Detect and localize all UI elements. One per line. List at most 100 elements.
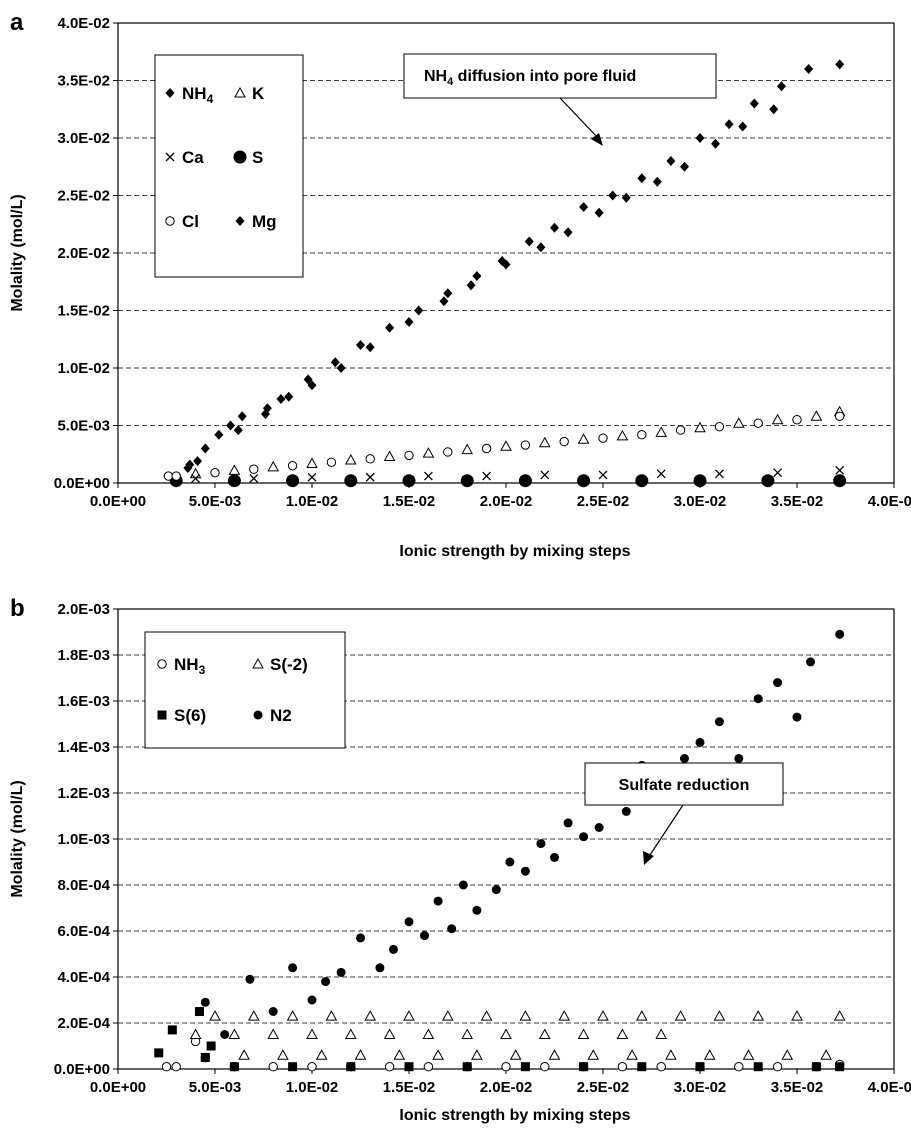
panel-a-legend-marker-k xyxy=(234,86,246,98)
panel-b-point-s-6 xyxy=(229,1062,239,1072)
panel-a-legend-marker-nh4 xyxy=(165,88,175,98)
panel-a-point-s xyxy=(286,474,300,488)
panel-a-y-axis-label: Molality (mol/L) xyxy=(9,194,26,311)
panel-a-point-k xyxy=(538,436,551,448)
panel-b-point-n2 xyxy=(356,933,365,943)
panel-b-points xyxy=(154,629,846,1072)
panel-a-point-nh4 xyxy=(804,64,814,74)
panel-b-point-nh3 xyxy=(772,1062,783,1072)
panel-b-y-axis-label: Molality (mol/L) xyxy=(9,780,26,897)
panel-b-y-tick-label: 2.0E-04 xyxy=(57,1015,110,1032)
panel-a-point-ca xyxy=(773,468,783,478)
panel-b-point-n2 xyxy=(621,806,631,816)
panel-b-point-n2 xyxy=(307,995,317,1005)
panel-a-point-nh4 xyxy=(214,429,224,440)
panel-a-point-cl xyxy=(792,415,802,425)
panel-a-annotation-text: NH4 diffusion into pore fluid xyxy=(424,68,636,88)
panel-a: a 0.0E+00 5.0E-03 1.0E-02 1.5E-02 2.0E-02 2.5… xyxy=(9,9,911,560)
panel-a-annotation-arrow xyxy=(559,97,601,141)
panel-b-point-n2 xyxy=(563,818,573,828)
panel-b-x-tick-label: 2.5E-02 xyxy=(577,1079,630,1096)
panel-a-y-tick-label: 3.5E-02 xyxy=(57,73,110,90)
panel-a-point-nh4 xyxy=(695,133,705,143)
panel-b-point-s-6 xyxy=(520,1062,530,1072)
panel-b-label: b xyxy=(10,595,25,622)
panel-a-point-nh4 xyxy=(200,443,210,454)
panel-a-point-nh4 xyxy=(276,394,286,405)
panel-b-point-n2 xyxy=(200,997,210,1007)
panel-a-legend-subscript: 4 xyxy=(207,92,214,106)
panel-a-point-mg xyxy=(536,242,546,253)
panel-b-point-s-2 xyxy=(441,1010,454,1021)
panel-b-point-s-6 xyxy=(835,1062,845,1072)
panel-b-point-n2 xyxy=(321,977,331,987)
panel-b-point-n2 xyxy=(447,924,457,934)
panel-b-point-s-6 xyxy=(462,1062,472,1072)
panel-a-x-tick-label: 4.0E-02 xyxy=(868,493,911,510)
panel-a-point-mg xyxy=(307,380,317,391)
panel-a-point-cl xyxy=(404,450,414,461)
panel-b-point-s-6 xyxy=(811,1062,821,1072)
panel-a-legend-marker-mg xyxy=(235,216,245,226)
panel-b-point-s-2 xyxy=(665,1049,677,1060)
panel-a-point-s xyxy=(693,474,707,488)
panel-b-point-n2 xyxy=(245,974,255,984)
panel-a-legend-marker-ca xyxy=(165,152,175,162)
panel-a-point-k xyxy=(500,440,512,451)
panel-b-x-ticks: 0.0E+00 5.0E-03 1.0E-02 1.5E-02 2.0E-02 2.5E-… xyxy=(90,1069,911,1096)
panel-a-point-mg xyxy=(260,409,270,419)
panel-b-point-s-6 xyxy=(194,1007,204,1016)
panel-a-y-tick-label: 3.0E-02 xyxy=(57,130,110,147)
panel-a-y-tick-label: 1.5E-02 xyxy=(57,303,110,320)
panel-a-legend-entries: NH4 K Ca S Cl Mg xyxy=(165,84,277,231)
panel-b-legend-label-n2: N2 xyxy=(270,706,292,725)
panel-b-point-s-2 xyxy=(703,1049,716,1060)
panel-a-point-mg xyxy=(439,296,449,307)
panel-a-point-cl xyxy=(753,418,763,428)
panel-b-point-s-6 xyxy=(206,1041,216,1051)
panel-a-y-tick-label: 4.0E-02 xyxy=(57,15,110,32)
panel-b-point-s-2 xyxy=(277,1049,289,1060)
panel-b-y-tick-label: 0.0E+00 xyxy=(54,1061,110,1078)
panel-b-point-s-6 xyxy=(154,1048,164,1058)
panel-a-point-mg xyxy=(769,104,779,115)
panel-b-y-tick-label: 1.2E-03 xyxy=(57,785,110,802)
panel-b-point-nh3 xyxy=(268,1062,278,1072)
panel-a-point-nh4 xyxy=(749,98,759,109)
panel-b-point-s-2 xyxy=(471,1049,483,1060)
panel-b-y-tick-label: 1.4E-03 xyxy=(57,739,110,756)
panel-b-point-s-6 xyxy=(288,1062,298,1072)
panel-a-annotation-arrowhead xyxy=(591,133,603,146)
panel-b-y-tick-label: 8.0E-04 xyxy=(57,877,110,894)
panel-a-point-ca xyxy=(714,469,724,479)
panel-a-point-cl xyxy=(675,425,686,435)
panel-b-point-n2 xyxy=(550,852,559,862)
panel-a-point-mg xyxy=(336,363,346,373)
panel-a-point-nh4 xyxy=(385,322,395,333)
panel-b-point-s-2 xyxy=(383,1028,396,1039)
panel-b-point-s-2 xyxy=(635,1010,648,1021)
panel-a-point-k xyxy=(461,443,474,455)
panel-b-point-s-2 xyxy=(791,1010,803,1021)
panel-a-point-s xyxy=(577,474,591,488)
panel-a-point-s xyxy=(635,474,649,488)
panel-a-point-nh4 xyxy=(193,456,203,467)
panel-b-point-s-2 xyxy=(403,1010,415,1021)
panel-b-point-nh3 xyxy=(161,1062,172,1072)
panel-a-point-ca xyxy=(365,472,375,482)
panel-b-point-n2 xyxy=(579,832,589,842)
panel-b-point-s-2 xyxy=(655,1028,668,1039)
panel-b-point-s-2 xyxy=(422,1028,435,1039)
panel-a-point-cl xyxy=(481,443,492,454)
panel-a-point-k xyxy=(228,464,241,475)
panel-a-legend-label-s: S xyxy=(252,148,263,167)
panel-b-point-n2 xyxy=(375,963,385,973)
panel-b-point-s-2 xyxy=(500,1028,512,1039)
panel-b-legend-label-nh3: NH3 xyxy=(174,655,206,677)
panel-b-point-nh3 xyxy=(384,1062,395,1072)
panel-a-point-mg xyxy=(233,425,243,436)
panel-a-point-nh4 xyxy=(724,119,734,130)
panel-b-point-nh3 xyxy=(734,1062,744,1072)
panel-a-point-mg xyxy=(183,463,193,474)
panel-a-x-tick-label: 2.5E-02 xyxy=(577,493,630,510)
